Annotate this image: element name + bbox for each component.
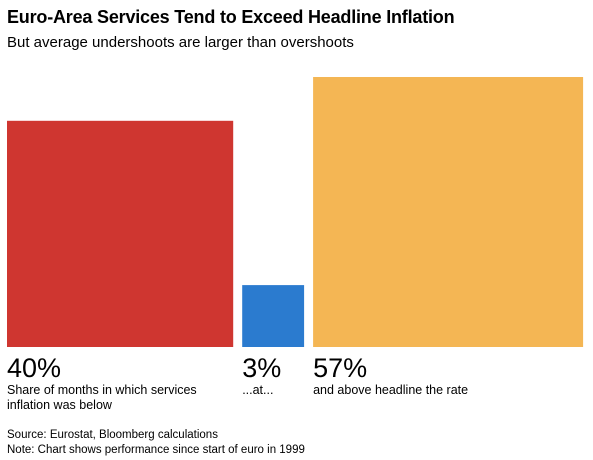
description-1-0: ...at... [242, 383, 273, 397]
square-1 [242, 285, 305, 347]
description-0-1: inflation was below [7, 398, 113, 412]
value-label-1: 3% [242, 353, 281, 383]
chart: 40%Share of months in which servicesinfl… [7, 77, 584, 412]
value-label-0: 40% [7, 353, 61, 383]
value-label-2: 57% [313, 353, 367, 383]
description-0-0: Share of months in which services [7, 383, 197, 397]
chart-subtitle: But average undershoots are larger than … [7, 34, 354, 51]
chart-footer: Source: Eurostat, Bloomberg calculations… [7, 428, 305, 458]
square-0 [7, 120, 234, 347]
source-note: Source: Eurostat, Bloomberg calculations [7, 429, 218, 441]
chart-title: Euro-Area Services Tend to Exceed Headli… [7, 7, 455, 27]
method-note: Note: Chart shows performance since star… [7, 444, 305, 456]
square-2 [313, 77, 584, 347]
description-2-0: and above headline the rate [313, 383, 468, 397]
